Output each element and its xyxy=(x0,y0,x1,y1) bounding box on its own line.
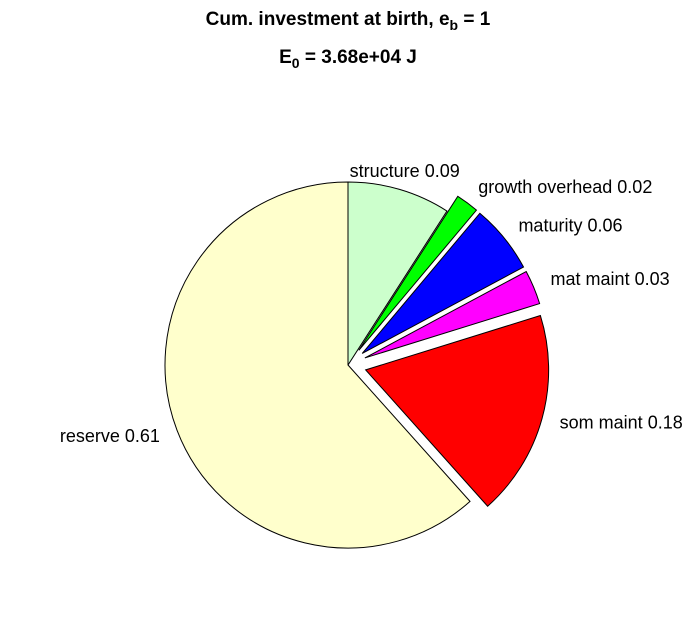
pie-slice xyxy=(358,195,478,351)
slice-name: mat maint xyxy=(551,269,630,289)
pie-slice xyxy=(164,181,471,549)
slice-value: 0.09 xyxy=(425,161,460,181)
slice-label: maturity 0.06 xyxy=(518,215,622,235)
slice-value: 0.18 xyxy=(648,412,683,432)
chart-subtitle: E0 = 3.68e+04 J xyxy=(279,47,417,71)
slice-label: growth overhead 0.02 xyxy=(478,177,652,197)
slice-value: 0.02 xyxy=(617,177,652,197)
subtitle-sub: 0 xyxy=(292,55,300,71)
chart-title: Cum. investment at birth, eb = 1 xyxy=(206,9,491,33)
slice-label: reserve 0.61 xyxy=(60,426,160,446)
slice-label: mat maint 0.03 xyxy=(551,269,670,289)
pie-slice xyxy=(364,314,550,507)
title-sub: b xyxy=(450,17,459,33)
slice-label: som maint 0.18 xyxy=(560,412,683,432)
slice-name: growth overhead xyxy=(478,177,612,197)
slice-value: 0.06 xyxy=(587,215,622,235)
title-text: Cum. investment at birth, e xyxy=(206,9,450,30)
slice-value: 0.03 xyxy=(635,269,670,289)
slice-name: som maint xyxy=(560,412,643,432)
pie-slice xyxy=(361,212,525,354)
subtitle-tail: = 3.68e+04 J xyxy=(300,47,417,68)
slice-value: 0.61 xyxy=(125,426,160,446)
pie-slice xyxy=(364,270,541,359)
slice-name: structure xyxy=(350,161,420,181)
slice-label: structure 0.09 xyxy=(350,161,460,181)
slice-name: maturity xyxy=(518,215,582,235)
slice-name: reserve xyxy=(60,426,120,446)
title-tail: = 1 xyxy=(458,9,491,30)
subtitle-text: E xyxy=(279,47,292,68)
pie-slice xyxy=(347,181,448,367)
